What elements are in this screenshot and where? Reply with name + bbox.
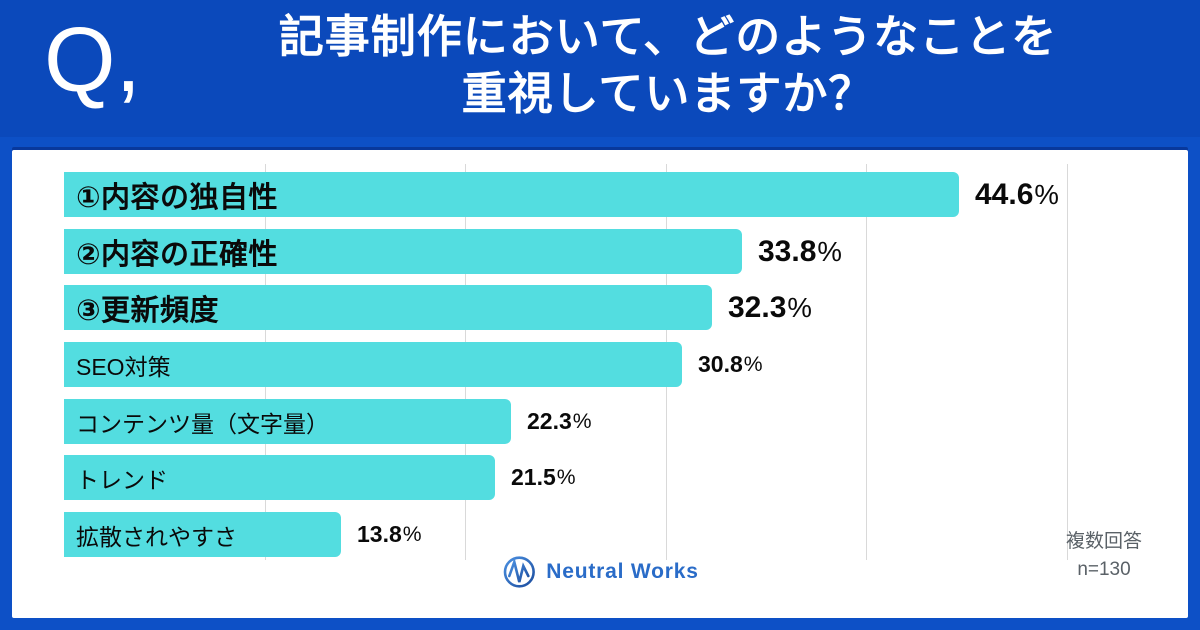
bar: SEO対策	[64, 342, 682, 387]
bar-label: コンテンツ量（文字量）	[76, 410, 329, 437]
bar-row: トレンド 21.5%	[64, 455, 1074, 500]
bar-row: コンテンツ量（文字量） 22.3%	[64, 399, 1074, 444]
question-title-line1: 記事制作において、どのようなことを	[278, 11, 1058, 62]
question-title-line2: 重視していますか？	[461, 68, 875, 119]
neutral-works-logo: Neutral Works	[501, 554, 698, 590]
q-mark: Q,	[44, 9, 142, 111]
bar: コンテンツ量（文字量）	[64, 399, 511, 444]
bar: トレンド	[64, 455, 495, 500]
survey-note: 複数回答 n=130	[1044, 528, 1164, 584]
neutral-works-logo-icon	[501, 554, 537, 590]
bar: 拡散されやすさ	[64, 512, 341, 557]
gridline-40pct	[866, 164, 867, 560]
bar-label: 拡散されやすさ	[76, 523, 237, 550]
bar-label: トレンド	[76, 466, 168, 493]
bar-value: 22.3%	[527, 408, 592, 434]
bar-value: 30.8%	[698, 351, 763, 377]
bar-label: SEO対策	[76, 353, 171, 380]
bar-label: ③更新頻度	[76, 294, 220, 327]
chart-card: ①内容の独自性 44.6% ②内容の正確性 33.8% ③更新頻度 32.3% SEO対策 3…	[12, 150, 1188, 618]
bar-row: ②内容の正確性 33.8%	[64, 229, 1074, 274]
bar-row: SEO対策 30.8%	[64, 342, 1074, 387]
survey-note-sample-size: n=130	[1077, 559, 1131, 580]
bar-label: ①内容の独自性	[76, 181, 279, 214]
logo-text: Neutral Works	[546, 560, 699, 583]
bar: ②内容の正確性	[64, 229, 742, 274]
bar-row: ③更新頻度 32.3%	[64, 285, 1074, 330]
bar-row: ①内容の独自性 44.6%	[64, 172, 1074, 217]
bar-row: 拡散されやすさ 13.8%	[64, 512, 1074, 557]
plot-area: ①内容の独自性 44.6% ②内容の正確性 33.8% ③更新頻度 32.3% SEO対策 3…	[64, 164, 1074, 560]
bar: ③更新頻度	[64, 285, 712, 330]
bar: ①内容の独自性	[64, 172, 959, 217]
survey-note-multi-answer: 複数回答	[1065, 531, 1142, 552]
bar-value: 44.6%	[975, 177, 1059, 211]
bar-label: ②内容の正確性	[76, 238, 279, 271]
bar-value: 13.8%	[357, 521, 422, 547]
question-header: Q, 記事制作において、どのようなことを 重視していますか？	[0, 0, 1200, 137]
question-title: 記事制作において、どのようなことを 重視していますか？	[160, 8, 1176, 122]
gridline-50pct	[1067, 164, 1068, 560]
bar-value: 33.8%	[758, 234, 842, 268]
bar-value: 32.3%	[728, 290, 812, 324]
bar-value: 21.5%	[511, 464, 576, 490]
